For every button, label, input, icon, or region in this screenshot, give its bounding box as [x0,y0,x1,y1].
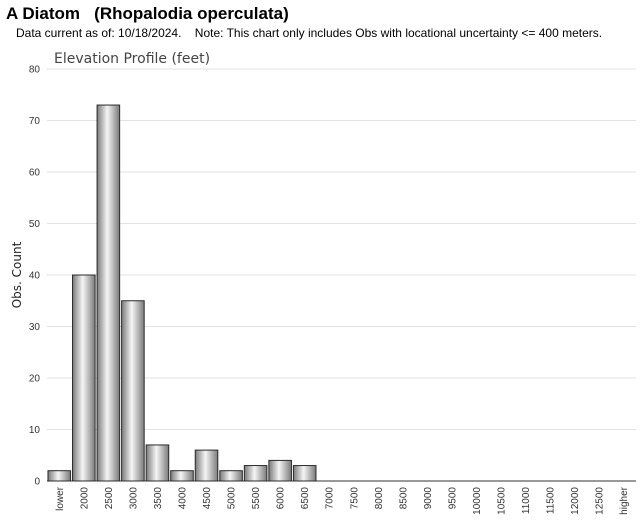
y-axis-label: Obs. Count [10,241,24,308]
x-tick-label: 5000 [227,487,238,510]
y-tick-label: 40 [29,271,41,282]
bar [47,470,72,482]
x-tick-label: 7500 [349,487,360,510]
x-tick-label: 7000 [325,487,336,510]
bar [268,459,292,482]
bar [121,300,145,482]
x-tick-label: 2000 [79,487,90,510]
x-tick-label: lower [55,486,66,511]
page-title: A Diatom (Rhopalodia operculata) [6,4,289,23]
x-tick-label: 12500 [595,487,606,515]
bar [96,104,121,482]
y-tick-label: 70 [29,116,41,127]
chart-title: Elevation Profile (feet) [54,51,210,67]
x-tick-label: 11000 [521,487,532,515]
bar [219,470,243,482]
x-tick-label: 3500 [153,487,164,510]
x-tick-label: 6000 [276,487,287,510]
data-note: Data current as of: 10/18/2024. Note: Th… [16,26,603,40]
x-tick-label: 11500 [546,487,557,515]
x-tick-label: 10000 [472,487,483,515]
x-tick-label: 12000 [570,487,581,515]
x-tick-label: 5500 [251,487,262,510]
x-tick-label: 9500 [447,487,458,510]
x-tick-label: 4500 [202,487,213,510]
y-tick-label: 10 [29,425,41,436]
y-tick-label: 30 [29,322,41,333]
x-tick-label: 4000 [177,487,188,510]
y-tick-label: 20 [29,374,41,385]
x-tick-label: 3000 [128,487,139,510]
bar [145,444,170,482]
bar [72,274,96,482]
y-tick-label: 60 [29,168,41,179]
y-tick-label: 0 [34,477,40,488]
bar [170,470,194,482]
x-tick-label: 10500 [497,487,508,515]
bar [292,465,317,482]
y-tick-label: 80 [29,65,41,76]
bar [194,449,219,482]
x-tick-label: 9000 [423,487,434,510]
x-tick-label: 2500 [104,487,115,510]
y-tick-label: 50 [29,219,41,230]
x-tick-label: 8000 [374,487,385,510]
x-tick-label: 8500 [398,487,409,510]
bar [243,465,268,482]
x-tick-label: 6500 [300,487,311,510]
x-tick-label: higher [619,486,630,514]
